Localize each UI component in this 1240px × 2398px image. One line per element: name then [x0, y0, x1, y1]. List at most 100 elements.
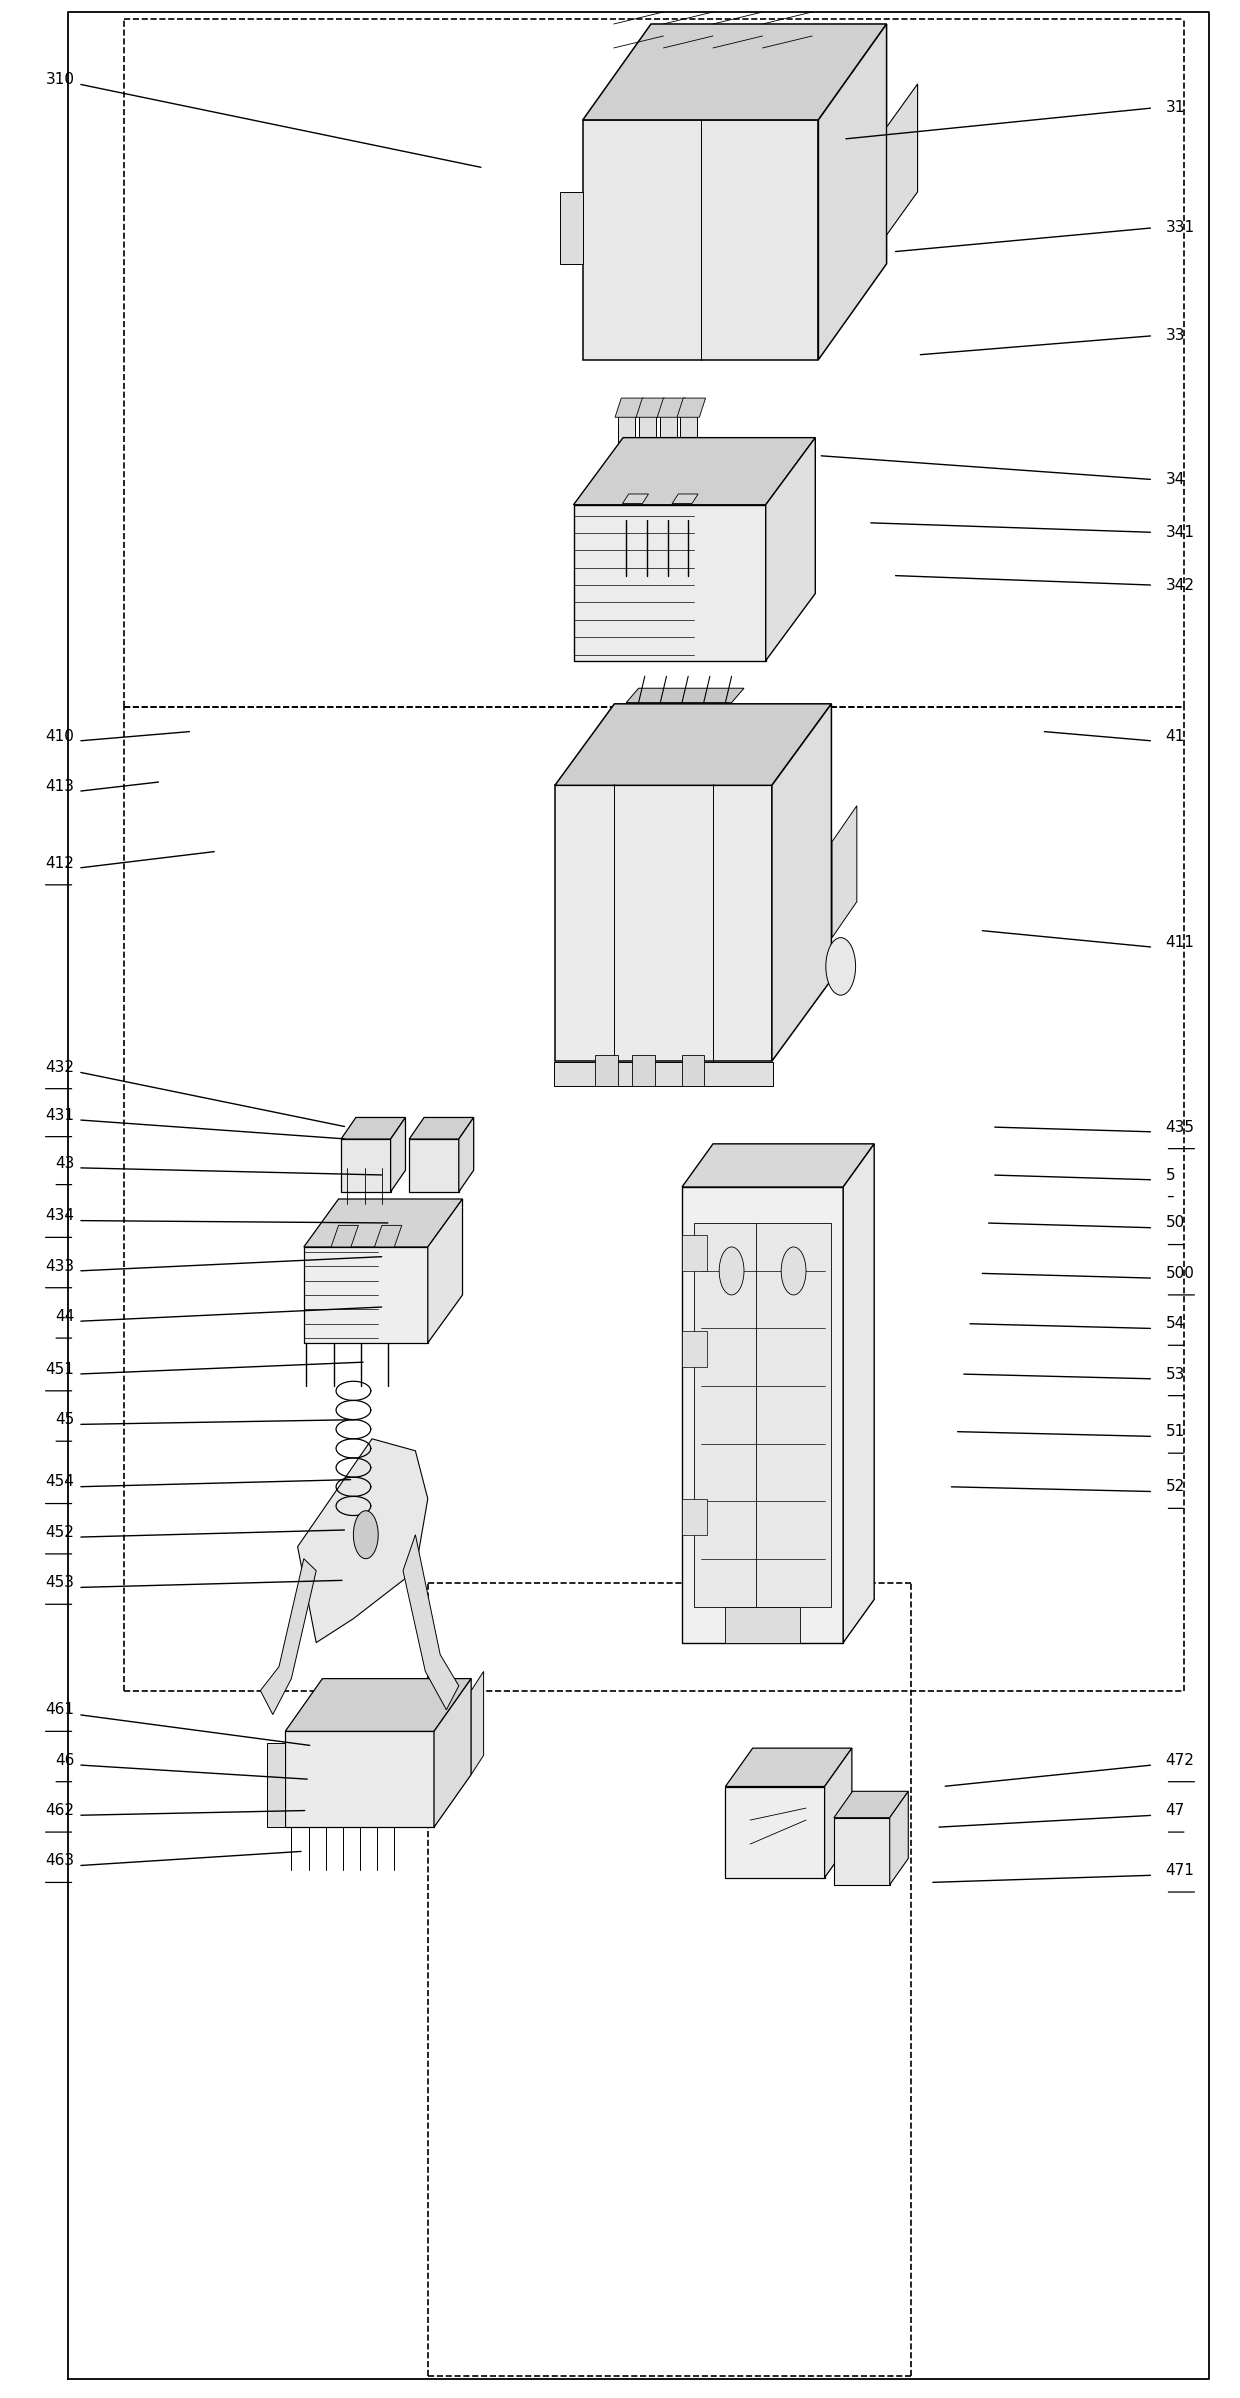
Text: 452: 452 [46, 1525, 74, 1540]
Polygon shape [341, 1139, 391, 1192]
Polygon shape [409, 1139, 459, 1192]
Text: 453: 453 [46, 1575, 74, 1590]
Polygon shape [583, 24, 887, 120]
Polygon shape [626, 688, 744, 703]
Text: 472: 472 [1166, 1753, 1194, 1767]
Text: 34: 34 [1166, 472, 1185, 487]
Polygon shape [657, 398, 686, 417]
Text: 471: 471 [1166, 1863, 1194, 1878]
Polygon shape [672, 494, 698, 504]
Text: 451: 451 [46, 1362, 74, 1376]
Polygon shape [573, 506, 766, 662]
Polygon shape [331, 1225, 358, 1247]
Polygon shape [304, 1199, 463, 1247]
Text: 5: 5 [1166, 1168, 1176, 1182]
Text: 331: 331 [1166, 221, 1194, 235]
Polygon shape [835, 1818, 890, 1885]
Text: 310: 310 [46, 72, 74, 86]
Circle shape [719, 1247, 744, 1295]
Polygon shape [260, 1559, 316, 1715]
Polygon shape [459, 1117, 474, 1192]
Polygon shape [725, 1748, 852, 1787]
Polygon shape [556, 787, 771, 1062]
Polygon shape [428, 1199, 463, 1343]
Text: 431: 431 [46, 1108, 74, 1122]
Circle shape [826, 938, 856, 995]
Polygon shape [471, 1671, 484, 1775]
Text: 47: 47 [1166, 1803, 1185, 1818]
Text: 53: 53 [1166, 1367, 1185, 1381]
Polygon shape [632, 1055, 655, 1086]
Text: 463: 463 [46, 1854, 74, 1868]
Text: 52: 52 [1166, 1480, 1185, 1494]
Polygon shape [682, 1499, 707, 1535]
Polygon shape [595, 1055, 618, 1086]
Polygon shape [285, 1731, 434, 1827]
Text: 33: 33 [1166, 329, 1185, 343]
Polygon shape [409, 1117, 474, 1139]
Text: 342: 342 [1166, 578, 1194, 592]
Text: 411: 411 [1166, 935, 1194, 950]
Text: 462: 462 [46, 1803, 74, 1818]
Polygon shape [374, 1225, 402, 1247]
Text: 31: 31 [1166, 101, 1185, 115]
Polygon shape [682, 1187, 843, 1643]
Polygon shape [304, 1247, 428, 1343]
Text: 412: 412 [46, 856, 74, 870]
Text: 432: 432 [46, 1060, 74, 1074]
Polygon shape [680, 412, 697, 520]
Text: 44: 44 [55, 1309, 74, 1324]
Text: 500: 500 [1166, 1266, 1194, 1281]
Polygon shape [890, 1791, 908, 1885]
Text: 454: 454 [46, 1475, 74, 1489]
Polygon shape [682, 1331, 707, 1367]
Polygon shape [618, 412, 635, 520]
Text: 43: 43 [55, 1156, 74, 1170]
Polygon shape [835, 1791, 908, 1818]
Polygon shape [843, 1144, 874, 1643]
Polygon shape [403, 1535, 459, 1710]
Polygon shape [660, 412, 677, 520]
Polygon shape [554, 1062, 773, 1086]
Polygon shape [298, 1439, 428, 1643]
Text: 46: 46 [55, 1753, 74, 1767]
Polygon shape [771, 705, 832, 1062]
Polygon shape [391, 1117, 405, 1192]
Text: 413: 413 [46, 779, 74, 794]
Polygon shape [694, 1223, 831, 1607]
Text: 51: 51 [1166, 1424, 1185, 1439]
Polygon shape [622, 494, 649, 504]
Text: 434: 434 [46, 1209, 74, 1223]
Polygon shape [639, 412, 656, 520]
Polygon shape [682, 1235, 707, 1271]
Polygon shape [725, 1607, 800, 1643]
Text: 50: 50 [1166, 1216, 1185, 1230]
Polygon shape [832, 806, 857, 938]
Polygon shape [560, 192, 583, 264]
Text: 41: 41 [1166, 729, 1185, 743]
Polygon shape [887, 84, 918, 235]
Polygon shape [583, 120, 818, 360]
Text: 54: 54 [1166, 1317, 1185, 1331]
Polygon shape [677, 398, 706, 417]
Text: 341: 341 [1166, 525, 1194, 540]
Text: 435: 435 [1166, 1120, 1194, 1134]
Polygon shape [818, 24, 887, 360]
Polygon shape [434, 1679, 471, 1827]
Polygon shape [682, 1144, 874, 1187]
Text: 410: 410 [46, 729, 74, 743]
Polygon shape [825, 1748, 852, 1878]
Polygon shape [573, 439, 816, 506]
Circle shape [781, 1247, 806, 1295]
Text: 45: 45 [55, 1412, 74, 1427]
Polygon shape [636, 398, 665, 417]
Text: 433: 433 [46, 1259, 74, 1273]
Polygon shape [682, 1055, 704, 1086]
Text: 461: 461 [46, 1703, 74, 1717]
Polygon shape [285, 1679, 471, 1731]
Polygon shape [267, 1743, 285, 1827]
Polygon shape [615, 398, 644, 417]
Polygon shape [725, 1787, 825, 1878]
Polygon shape [341, 1117, 405, 1139]
Polygon shape [556, 705, 832, 787]
